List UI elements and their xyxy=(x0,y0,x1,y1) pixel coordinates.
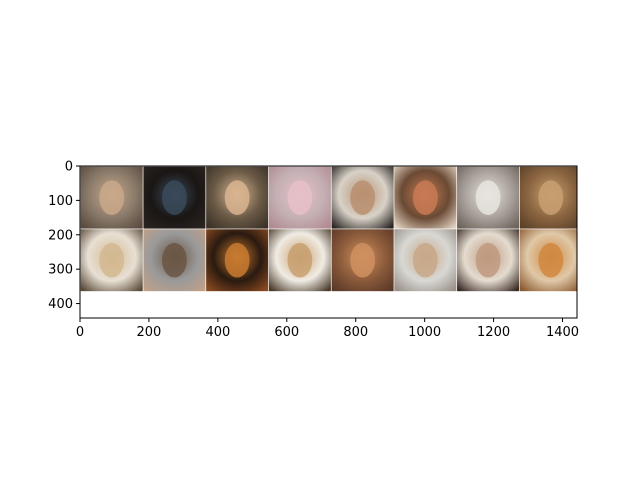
face-shape xyxy=(412,180,438,215)
face-shape xyxy=(162,180,187,215)
face-shape xyxy=(99,180,125,215)
face-shape xyxy=(350,242,376,278)
y-axis: 0 100 200 300 400 xyxy=(48,160,80,312)
x-tick-label: 0 xyxy=(76,325,84,340)
face-shape xyxy=(412,242,438,278)
face-shape xyxy=(224,242,250,278)
x-tick-label: 1200 xyxy=(477,325,510,340)
x-axis: 0 200 400 600 800 1000 1200 1400 xyxy=(76,318,579,340)
plot-frame xyxy=(79,165,578,319)
image-tiles-layer xyxy=(80,166,577,292)
y-tick-label: 100 xyxy=(48,194,73,209)
x-tick-label: 400 xyxy=(205,325,230,340)
face-shape xyxy=(538,242,564,278)
y-tick-label: 300 xyxy=(48,263,73,278)
face-shape xyxy=(538,180,564,215)
x-tick-label: 200 xyxy=(137,325,162,340)
x-tick-label: 1400 xyxy=(546,325,579,340)
y-tick-label: 200 xyxy=(48,228,73,243)
x-tick-label: 800 xyxy=(343,325,368,340)
face-shape xyxy=(162,242,187,278)
face-shape xyxy=(287,242,313,278)
face-shape xyxy=(99,242,125,278)
face-shape xyxy=(475,242,501,278)
y-tick-label: 400 xyxy=(48,297,73,312)
face-shape xyxy=(224,180,250,215)
face-shape xyxy=(475,180,501,215)
y-tick-label: 0 xyxy=(65,160,73,175)
x-tick-label: 600 xyxy=(274,325,299,340)
x-tick-label: 1000 xyxy=(408,325,441,340)
face-shape xyxy=(287,180,313,215)
face-shape xyxy=(350,180,376,215)
